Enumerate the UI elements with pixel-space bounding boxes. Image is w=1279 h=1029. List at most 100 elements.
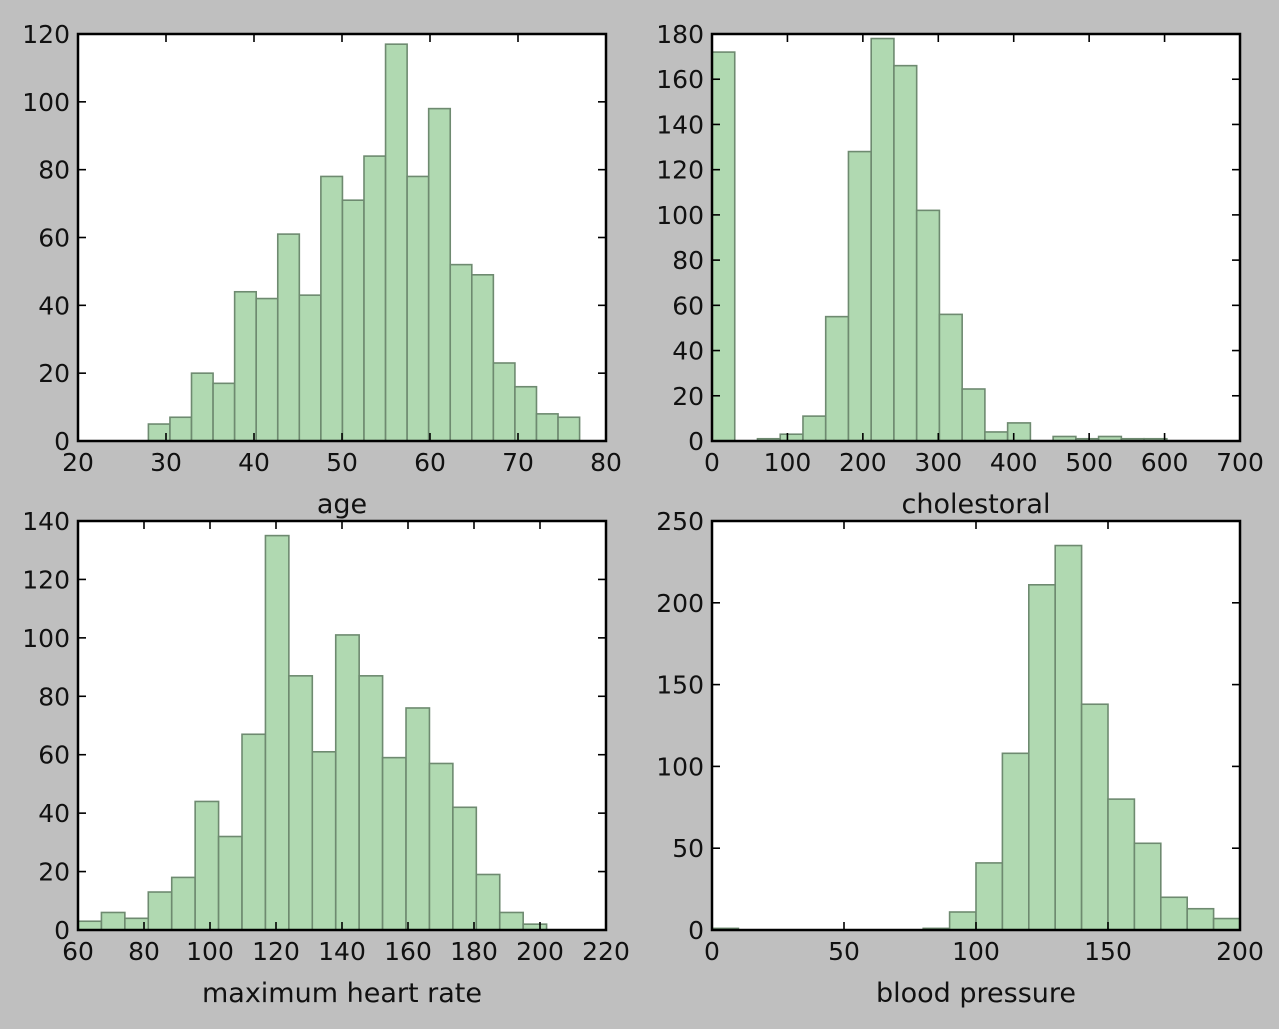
histogram-bar [427, 107, 452, 442]
y-tick-label: 60 [672, 291, 704, 320]
x-tick-label: 140 [318, 937, 366, 966]
histogram-bar [948, 911, 977, 931]
x-tick-label: 100 [186, 937, 234, 966]
y-tick-label: 80 [672, 246, 704, 275]
histogram-bar [1133, 842, 1162, 931]
x-tick-label: 300 [914, 448, 962, 477]
x-tick-label: 50 [326, 448, 358, 477]
histogram-bar [498, 911, 524, 931]
x-tick-label: 60 [62, 937, 94, 966]
y-tick-label: 20 [672, 382, 704, 411]
histogram-bar [406, 175, 430, 442]
y-tick-label: 120 [22, 565, 70, 594]
histogram-bar [241, 733, 267, 931]
x-tick-label: 70 [502, 448, 534, 477]
histogram-bar [975, 862, 1004, 931]
histogram-bar [170, 876, 196, 931]
y-tick-label: 160 [656, 65, 704, 94]
y-tick-label: 200 [656, 589, 704, 618]
histogram-bar [1186, 907, 1215, 931]
x-tick-label: 400 [990, 448, 1038, 477]
y-tick-label: 60 [38, 224, 70, 253]
x-axis-label: blood pressure [876, 978, 1076, 1009]
histogram-bar [276, 233, 301, 442]
x-tick-label: 160 [384, 937, 432, 966]
histogram-bar [341, 199, 365, 442]
histogram-bar [492, 362, 516, 442]
x-tick-label: 200 [839, 448, 887, 477]
histogram-bar [100, 911, 126, 931]
plot-frame [76, 519, 608, 932]
histogram-bar [452, 806, 478, 931]
histogram-bar [77, 920, 103, 931]
x-tick-label: 180 [450, 937, 498, 966]
histogram-bar [1001, 752, 1030, 931]
histogram-panel-4: 0 50 100 150 200 0 50 100 150 200 250 blood pressur… [656, 507, 1264, 1009]
x-axis-label: maximum heart rate [202, 978, 482, 1009]
histogram-bar [233, 290, 257, 442]
histogram-bar [428, 762, 454, 931]
y-tick-label: 0 [688, 427, 704, 456]
histogram-bar [384, 43, 408, 442]
y-tick-label: 20 [38, 359, 70, 388]
x-tick-label: 60 [414, 448, 446, 477]
y-tick-label: 40 [38, 291, 70, 320]
y-tick-label: 180 [656, 20, 704, 49]
histogram-bar [470, 274, 495, 442]
histogram-bar [405, 707, 431, 931]
y-tick-label: 140 [22, 507, 70, 536]
y-tick-label: 250 [656, 507, 704, 536]
x-tick-label: 30 [150, 448, 182, 477]
y-tick-label: 140 [656, 110, 704, 139]
x-tick-label: 0 [704, 448, 720, 477]
y-tick-label: 50 [672, 834, 704, 863]
x-tick-label: 700 [1216, 448, 1264, 477]
y-tick-label: 120 [656, 156, 704, 185]
histogram-bar [802, 415, 827, 442]
histogram-bar [557, 416, 581, 442]
histogram-bar [1080, 703, 1109, 931]
x-tick-label: 50 [828, 937, 860, 966]
histogram-bar [711, 51, 736, 442]
histogram-bar [449, 263, 473, 442]
x-axis-label: cholestoral [902, 489, 1051, 520]
y-tick-label: 100 [656, 201, 704, 230]
x-axis-label: age [317, 489, 367, 520]
y-tick-label: 100 [22, 88, 70, 117]
y-tick-label: 0 [54, 427, 70, 456]
histogram-bar [298, 294, 322, 442]
y-tick-label: 60 [38, 741, 70, 770]
histogram-bar [915, 209, 941, 442]
x-tick-label: 220 [582, 937, 630, 966]
histogram-bar [334, 634, 360, 931]
x-tick-label: 20 [62, 448, 94, 477]
histogram-bar [475, 873, 501, 931]
y-tick-label: 0 [54, 916, 70, 945]
histogram-bar [381, 756, 407, 931]
plot-frame [710, 32, 1242, 443]
histogram-bar [847, 150, 872, 442]
y-tick-label: 100 [22, 624, 70, 653]
histogram-bar [1212, 917, 1241, 931]
plot-frame [710, 519, 1242, 932]
histogram-bar [1028, 584, 1057, 931]
histogram-bar [190, 372, 214, 442]
histogram-bar [288, 675, 314, 931]
histogram-bar [194, 800, 220, 931]
histogram-bar [1107, 798, 1136, 931]
x-tick-label: 80 [128, 937, 160, 966]
histogram-bar [984, 431, 1009, 442]
histogram-bar [212, 382, 236, 442]
histogram-bar [217, 835, 243, 931]
x-tick-label: 40 [238, 448, 270, 477]
x-tick-label: 100 [764, 448, 812, 477]
x-tick-label: 80 [590, 448, 622, 477]
y-tick-label: 120 [22, 20, 70, 49]
histogram-bar [1160, 896, 1189, 931]
histogram-bar [147, 891, 173, 931]
histogram-bar [535, 413, 559, 442]
x-tick-label: 200 [1216, 937, 1264, 966]
histogram-bar [824, 315, 850, 442]
